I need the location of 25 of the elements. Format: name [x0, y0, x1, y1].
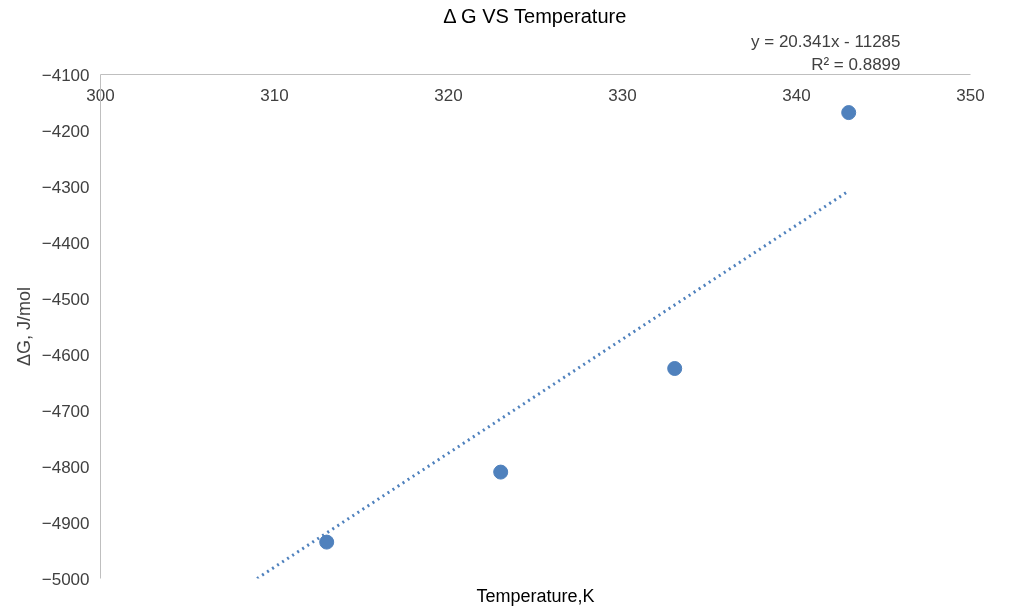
x-axis-title: Temperature,K: [476, 585, 595, 606]
text: y = 20.341x - 11285: [751, 31, 901, 51]
point: [841, 105, 857, 121]
y-tick-label: −4800: [41, 457, 90, 477]
point: [493, 464, 509, 480]
y-tick-label: −4900: [41, 513, 90, 533]
point: [667, 361, 683, 376]
text: R² = 0.8899: [811, 54, 901, 74]
x-tick-label: 310: [260, 85, 289, 105]
y-tick-label: −4300: [41, 177, 90, 197]
y-tick-label: −4700: [41, 401, 90, 421]
x-tick-label: 330: [608, 85, 637, 105]
x-tick-label: 300: [86, 85, 115, 105]
x-tick-label: 320: [434, 85, 463, 105]
y-tick-label: −4400: [41, 233, 90, 253]
y-tick-label: −4100: [41, 65, 90, 85]
x-tick-label: 340: [782, 85, 811, 105]
y-axis-title: ΔG, J/mol: [13, 286, 34, 367]
chart-title: Δ G VS Temperature: [443, 4, 627, 27]
point: [319, 534, 335, 550]
y-tick-label: −4600: [41, 345, 90, 365]
x-tick-label: 350: [956, 85, 985, 105]
y-tick-label: −4500: [41, 289, 90, 309]
y-tick-label: −4200: [41, 121, 90, 141]
y-tick-label: −5000: [41, 569, 90, 589]
